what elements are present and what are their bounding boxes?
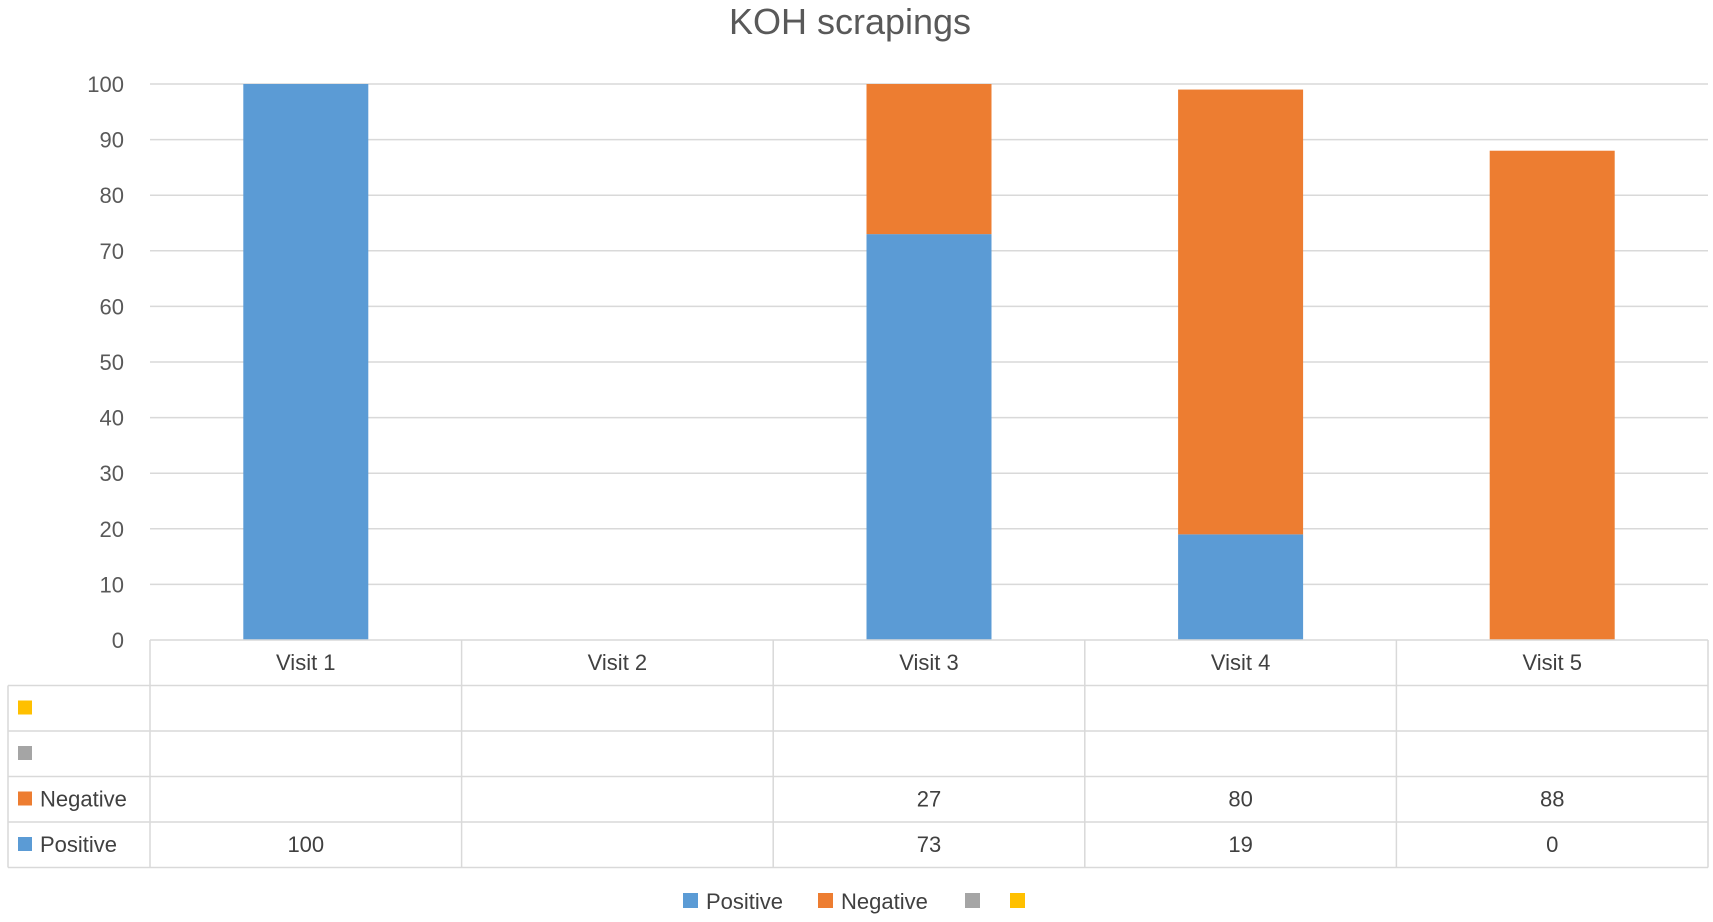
legend: Positive Negative xyxy=(683,889,1025,914)
x-tick-label: Visit 1 xyxy=(276,650,336,675)
x-tick-label: Visit 2 xyxy=(588,650,648,675)
table-series-label: Negative xyxy=(40,787,127,812)
legend-label: Positive xyxy=(706,889,783,914)
data-label: 27 xyxy=(917,787,941,812)
table-legend-key xyxy=(18,837,32,851)
bar-segment xyxy=(866,84,992,235)
y-tick-label: 30 xyxy=(100,461,124,486)
legend-label: Negative xyxy=(841,889,928,914)
table-series-label: Positive xyxy=(40,832,117,857)
legend-key xyxy=(818,893,833,908)
table-legend-key xyxy=(18,700,32,715)
y-tick-label: 50 xyxy=(100,350,124,375)
y-tick-label: 100 xyxy=(87,72,124,97)
y-axis-ticks: 0 10 20 30 40 50 60 70 80 90 100 xyxy=(87,72,124,653)
data-label: 73 xyxy=(917,832,941,857)
x-tick-label: Visit 3 xyxy=(899,650,959,675)
chart-title: KOH scrapings xyxy=(729,1,971,42)
legend-key xyxy=(683,893,698,908)
legend-key xyxy=(965,893,980,908)
y-tick-label: 40 xyxy=(100,406,124,431)
y-tick-label: 0 xyxy=(112,628,124,653)
y-tick-label: 10 xyxy=(100,572,124,597)
data-label: 80 xyxy=(1228,787,1252,812)
bar-segment xyxy=(1178,89,1304,535)
y-tick-label: 80 xyxy=(100,183,124,208)
bar-segment xyxy=(243,84,369,640)
data-label: 88 xyxy=(1540,787,1564,812)
x-tick-label: Visit 4 xyxy=(1211,650,1271,675)
table-legend-key xyxy=(18,791,32,806)
bars xyxy=(243,84,1615,640)
data-label: 19 xyxy=(1228,832,1252,857)
y-tick-label: 60 xyxy=(100,294,124,319)
legend-key xyxy=(1010,893,1025,908)
data-label: 100 xyxy=(287,832,324,857)
bar-segment xyxy=(1178,534,1304,640)
y-tick-label: 20 xyxy=(100,517,124,542)
data-table: Visit 1 Visit 2 Visit 3 Visit 4 Visit 5 Negat… xyxy=(7,639,1709,869)
y-tick-label: 70 xyxy=(100,239,124,264)
table-legend-key xyxy=(18,746,32,760)
y-tick-label: 90 xyxy=(100,128,124,153)
x-tick-label: Visit 5 xyxy=(1522,650,1582,675)
bar-segment xyxy=(1489,150,1615,640)
data-label: 0 xyxy=(1546,832,1558,857)
bar-segment xyxy=(866,234,992,640)
